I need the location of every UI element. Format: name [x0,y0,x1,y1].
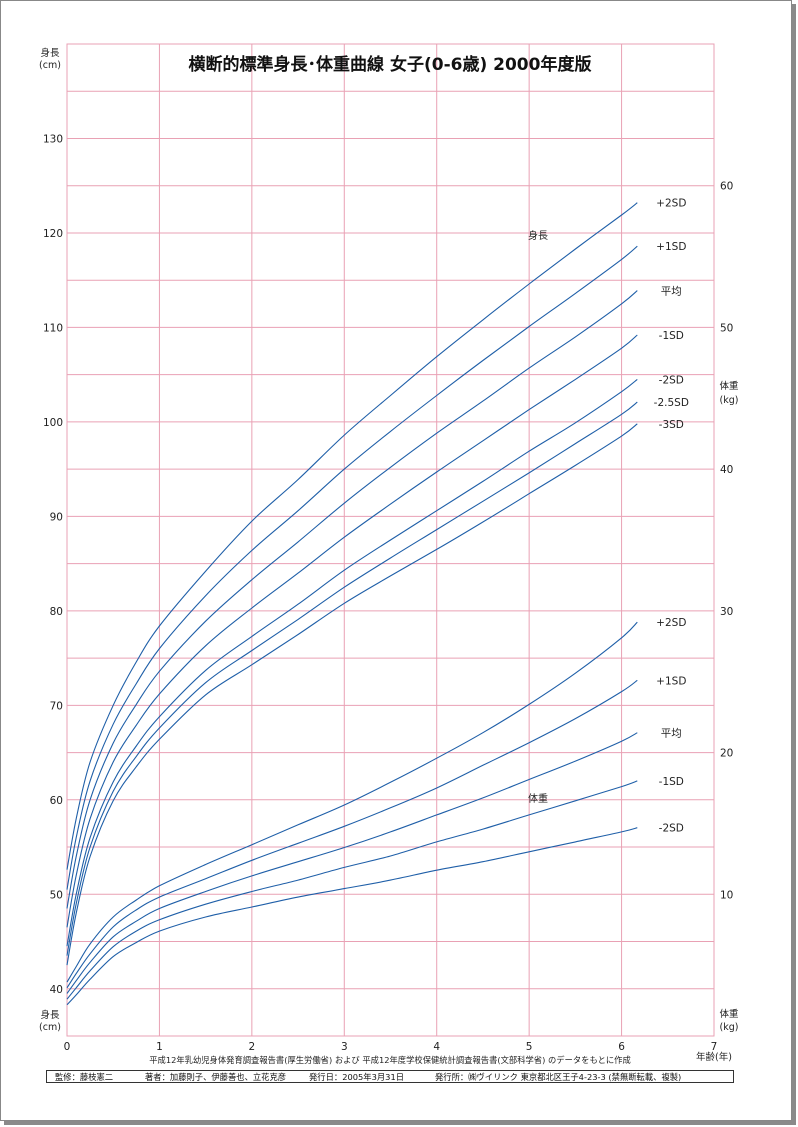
weight-curve-series [66,621,638,983]
height-series-label: -2.5SD [654,397,689,409]
weight-curve-series [66,679,638,989]
height-series-label: +1SD [656,241,686,253]
tick-layer: 40 50 60 70 80 90 100 110 120 130 10 20 30 40 50 60 0 1 2 3… [43,133,733,1053]
weight-series-label: +2SD [656,617,686,629]
y-right-axis-label-top: 体重 [719,380,739,392]
height-curve-series [66,245,638,890]
grid [67,44,714,1036]
curve-layer [66,202,638,1006]
y-right-tick-label: 50 [720,322,733,334]
height-series-label: -3SD [659,419,684,431]
y-left-tick-label: 50 [50,889,63,901]
weight-curve-series [66,780,638,1000]
y-left-tick-label: 130 [43,133,63,145]
y-left-axis-label-top: 身長 [40,47,60,59]
y-right-tick-label: 30 [720,606,733,618]
credit-bar: 監修：藤枝憲二 著者：加藤則子、伊藤善也、立花克彦 発行日：2005年3月31日… [46,1070,734,1083]
chart-title: 横断的標準身長･体重曲線 女子(0-6歳) 2000年度版 [189,54,592,75]
y-left-tick-label: 40 [50,984,63,996]
y-left-tick-label: 110 [43,322,63,334]
y-left-tick-label: 60 [50,795,63,807]
y-left-axis-label-bottom: 身長 [40,1009,60,1021]
weight-series-label: 平均 [661,728,682,740]
issue-date: 発行日：2005年3月31日 [309,1072,405,1082]
label-layer: +2SD +1SD 平均 -1SD -2SD -2.5SD -3SD +2SD +1SD 平均 -1… [654,198,689,835]
y-left-tick-label: 100 [43,417,63,429]
weight-series-label: -2SD [659,823,684,835]
y-right-tick-label: 10 [720,889,733,901]
height-curve-series [66,401,638,956]
height-group-label: 身長 [528,229,548,242]
weight-curve-series [66,827,638,1006]
y-left-tick-label: 80 [50,606,63,618]
x-tick-label: 7 [711,1041,718,1053]
y-left-tick-label: 90 [50,511,63,523]
height-curve-series [66,378,638,947]
height-series-label: -1SD [659,330,684,342]
height-series-label: +2SD [656,198,686,210]
authors-credit: 著者：加藤則子、伊藤善也、立花克彦 [145,1072,287,1082]
height-series-label: -2SD [659,374,684,386]
height-curve-series [66,290,638,909]
y-left-tick-label: 120 [43,228,63,240]
y-right-tick-label: 20 [720,748,733,760]
y-right-tick-label: 60 [720,181,733,193]
height-curve-series [66,423,638,966]
y-right-tick-label: 40 [720,464,733,476]
weight-series-label: +1SD [656,675,686,687]
weight-group-label: 体重 [528,792,548,805]
x-tick-label: 6 [618,1041,625,1053]
x-tick-label: 0 [64,1041,71,1053]
weight-curve-series [66,732,638,994]
x-axis-label: 年齢(年) [696,1051,732,1063]
y-right-axis-unit-top: (kg) [720,395,739,406]
y-right-axis-unit-bottom: (kg) [720,1022,739,1033]
supervisor-credit: 監修：藤枝憲二 [55,1072,114,1082]
y-left-tick-label: 70 [50,700,63,712]
x-tick-label: 3 [341,1041,348,1053]
x-tick-label: 1 [156,1041,163,1053]
weight-series-label: -1SD [659,776,684,788]
y-left-axis-unit-top: (cm) [39,60,61,71]
plot-border [66,43,715,1037]
y-right-axis-label-bottom: 体重 [719,1008,739,1020]
x-tick-label: 2 [249,1041,256,1053]
height-series-label: 平均 [661,286,682,298]
height-curve-series [66,334,638,928]
y-left-axis-unit-bottom: (cm) [39,1022,61,1033]
publisher-credit: 発行所：㈱ヴイリンク 東京都北区王子4-23-3 (禁無断転載、複製) [435,1072,682,1082]
height-curve-series [66,202,638,870]
x-tick-label: 4 [433,1041,440,1053]
source-note: 平成12年乳幼児身体発育調査報告書(厚生労働省) および 平成12年度学校保健統… [149,1055,631,1065]
x-tick-label: 5 [526,1041,533,1053]
